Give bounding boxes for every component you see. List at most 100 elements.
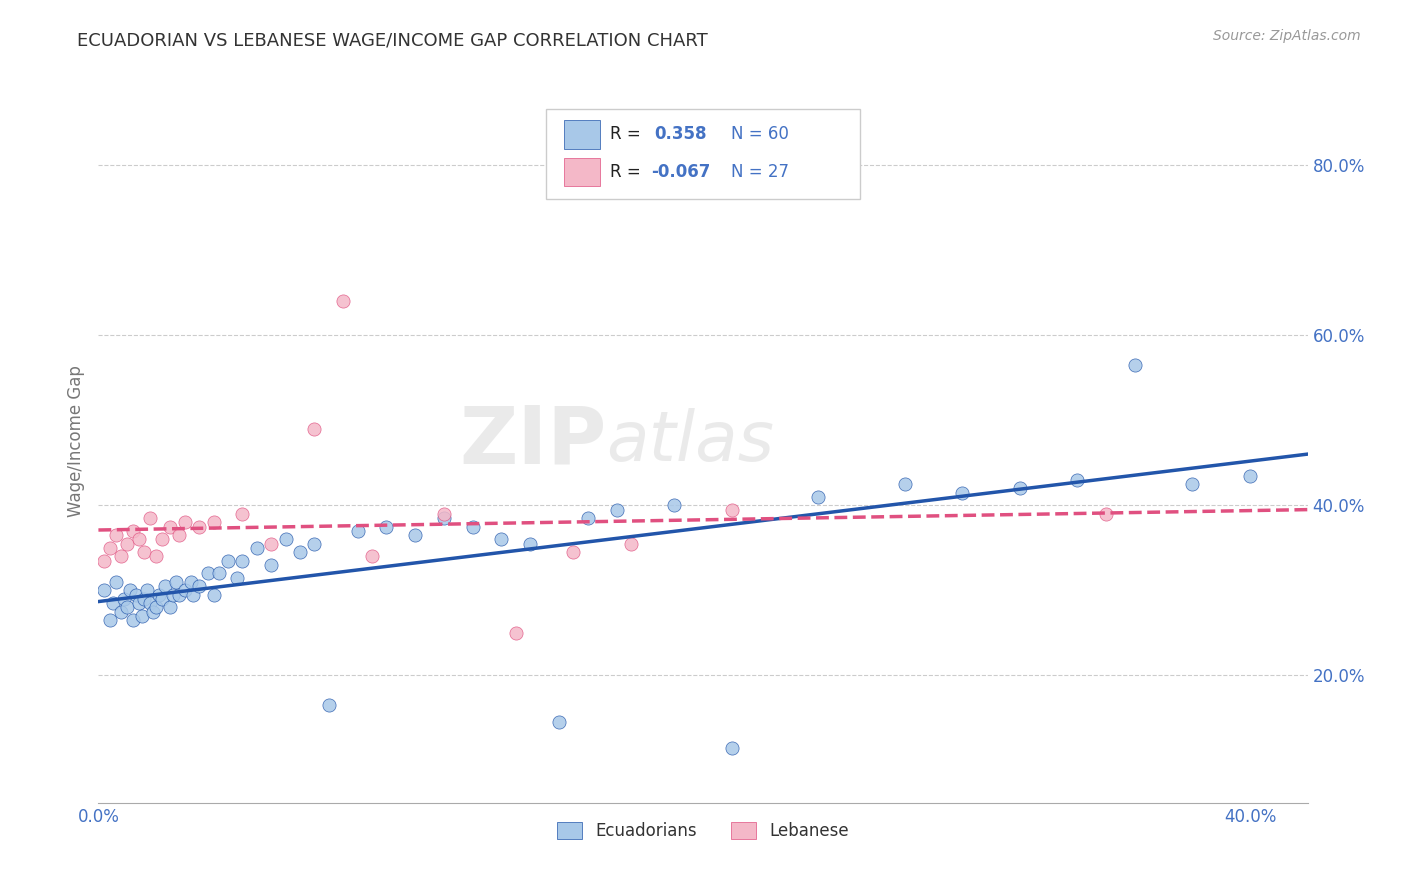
- Point: [202, 588, 225, 602]
- Point: [519, 536, 541, 550]
- Point: [188, 579, 211, 593]
- Point: [274, 533, 297, 547]
- Point: [173, 516, 195, 530]
- Point: [288, 545, 311, 559]
- Point: [145, 549, 167, 564]
- Legend: Ecuadorians, Lebanese: Ecuadorians, Lebanese: [551, 815, 855, 847]
- Point: [606, 502, 628, 516]
- Point: [98, 613, 121, 627]
- Point: [125, 588, 148, 602]
- Point: [576, 511, 599, 525]
- Point: [134, 545, 156, 559]
- Point: [231, 553, 253, 567]
- Point: [202, 516, 225, 530]
- Text: R =: R =: [610, 126, 645, 144]
- Point: [461, 519, 484, 533]
- Text: N = 27: N = 27: [731, 163, 789, 181]
- Point: [183, 588, 205, 602]
- Point: [433, 507, 456, 521]
- Point: [548, 714, 571, 729]
- Text: -0.067: -0.067: [651, 163, 710, 181]
- Point: [112, 591, 135, 606]
- Point: [115, 600, 138, 615]
- Point: [162, 588, 184, 602]
- FancyBboxPatch shape: [546, 109, 860, 200]
- Point: [142, 605, 165, 619]
- Text: R =: R =: [610, 163, 645, 181]
- Point: [131, 608, 153, 623]
- Point: [304, 422, 326, 436]
- Text: ECUADORIAN VS LEBANESE WAGE/INCOME GAP CORRELATION CHART: ECUADORIAN VS LEBANESE WAGE/INCOME GAP C…: [77, 31, 709, 49]
- FancyBboxPatch shape: [564, 158, 600, 186]
- Point: [101, 596, 124, 610]
- Point: [165, 574, 187, 589]
- Text: Source: ZipAtlas.com: Source: ZipAtlas.com: [1213, 29, 1361, 43]
- Point: [1239, 468, 1261, 483]
- Point: [720, 740, 742, 755]
- Point: [104, 528, 127, 542]
- Point: [110, 549, 132, 564]
- Point: [136, 583, 159, 598]
- Point: [98, 541, 121, 555]
- Point: [104, 574, 127, 589]
- Point: [1008, 481, 1031, 495]
- Point: [620, 536, 643, 550]
- Y-axis label: Wage/Income Gap: Wage/Income Gap: [66, 366, 84, 517]
- Point: [332, 294, 354, 309]
- Point: [197, 566, 219, 581]
- Point: [491, 533, 513, 547]
- Point: [720, 502, 742, 516]
- Point: [159, 600, 181, 615]
- Point: [807, 490, 830, 504]
- Point: [433, 511, 456, 525]
- Point: [505, 625, 527, 640]
- Point: [93, 583, 115, 598]
- Text: N = 60: N = 60: [731, 126, 789, 144]
- Point: [188, 519, 211, 533]
- Point: [167, 588, 190, 602]
- Point: [246, 541, 269, 555]
- Point: [1123, 358, 1146, 372]
- Point: [159, 519, 181, 533]
- Text: 0.358: 0.358: [655, 126, 707, 144]
- Point: [128, 533, 150, 547]
- Point: [225, 570, 247, 584]
- Point: [893, 477, 915, 491]
- Point: [375, 519, 398, 533]
- Point: [217, 553, 239, 567]
- Point: [150, 591, 173, 606]
- Text: ZIP: ZIP: [458, 402, 606, 481]
- Point: [93, 553, 115, 567]
- Point: [128, 596, 150, 610]
- Point: [115, 536, 138, 550]
- Point: [664, 498, 686, 512]
- Point: [208, 566, 231, 581]
- Point: [122, 613, 145, 627]
- Point: [167, 528, 190, 542]
- FancyBboxPatch shape: [564, 120, 600, 149]
- Point: [110, 605, 132, 619]
- Point: [562, 545, 585, 559]
- Point: [122, 524, 145, 538]
- Point: [304, 536, 326, 550]
- Point: [1095, 507, 1118, 521]
- Point: [145, 600, 167, 615]
- Point: [318, 698, 340, 712]
- Point: [173, 583, 195, 598]
- Point: [1066, 473, 1088, 487]
- Point: [260, 536, 283, 550]
- Text: atlas: atlas: [606, 408, 775, 475]
- Point: [180, 574, 202, 589]
- Point: [231, 507, 253, 521]
- Point: [148, 588, 170, 602]
- Point: [346, 524, 368, 538]
- Point: [404, 528, 426, 542]
- Point: [139, 596, 162, 610]
- Point: [134, 591, 156, 606]
- Point: [139, 511, 162, 525]
- Point: [1181, 477, 1204, 491]
- Point: [153, 579, 176, 593]
- Point: [361, 549, 384, 564]
- Point: [950, 485, 973, 500]
- Point: [260, 558, 283, 572]
